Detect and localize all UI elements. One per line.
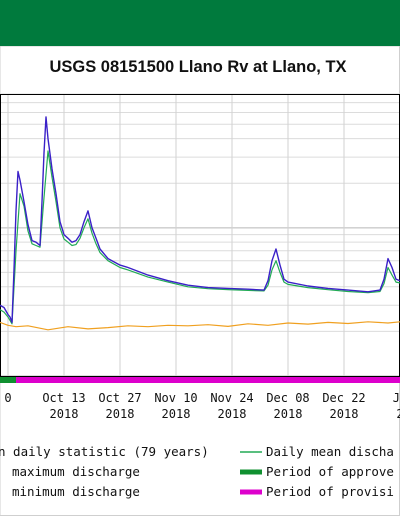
x-tick-year: 2018: [50, 407, 79, 421]
grid: [0, 93, 400, 377]
legend-label: Period of provisi: [266, 484, 394, 499]
x-tick-label: 0: [4, 391, 11, 405]
header-banner: [0, 0, 400, 46]
legend-label: Period of approve: [266, 464, 394, 479]
legend-label: n daily statistic (79 years): [0, 444, 209, 459]
approval-segment-1: [16, 377, 400, 383]
chart-title: USGS 08151500 Llano Rv at Llano, TX: [49, 58, 346, 76]
x-tick-label: Dec 08: [266, 391, 309, 405]
series-lines: [0, 116, 400, 331]
x-tick-label: Nov 24: [210, 391, 253, 405]
x-axis-ticks: 0 Oct 13 2018 Oct 27 2018 Nov 10 2018 Nov 24 201…: [4, 391, 400, 421]
approval-bar: [0, 377, 400, 383]
x-tick-label: Dec 22: [322, 391, 365, 405]
legend-label: maximum discharge: [12, 464, 140, 479]
x-tick-year: 2018: [218, 407, 247, 421]
series-line-2: [0, 321, 400, 331]
x-tick-label: Nov 10: [154, 391, 197, 405]
x-tick-label: Ja: [393, 391, 400, 405]
series-line-0: [0, 116, 400, 324]
discharge-chart: USGS 08151500 Llano Rv at Llano, TX 0 Oct…: [0, 46, 400, 516]
x-tick-label: Oct 13: [42, 391, 85, 405]
approval-segment-0: [0, 377, 16, 383]
x-tick-label: Oct 27: [98, 391, 141, 405]
x-tick-year: 2018: [274, 407, 303, 421]
x-tick-year: 2018: [162, 407, 191, 421]
series-line-1: [0, 150, 400, 325]
plot-area: [0, 94, 400, 377]
legend-label: Daily mean discha: [266, 444, 394, 459]
x-tick-year: 2: [396, 407, 400, 421]
x-tick-year: 2018: [106, 407, 135, 421]
x-tick-year: 2018: [330, 407, 359, 421]
legend-label: minimum discharge: [12, 484, 140, 499]
legend: n daily statistic (79 years) maximum disc…: [0, 444, 394, 499]
